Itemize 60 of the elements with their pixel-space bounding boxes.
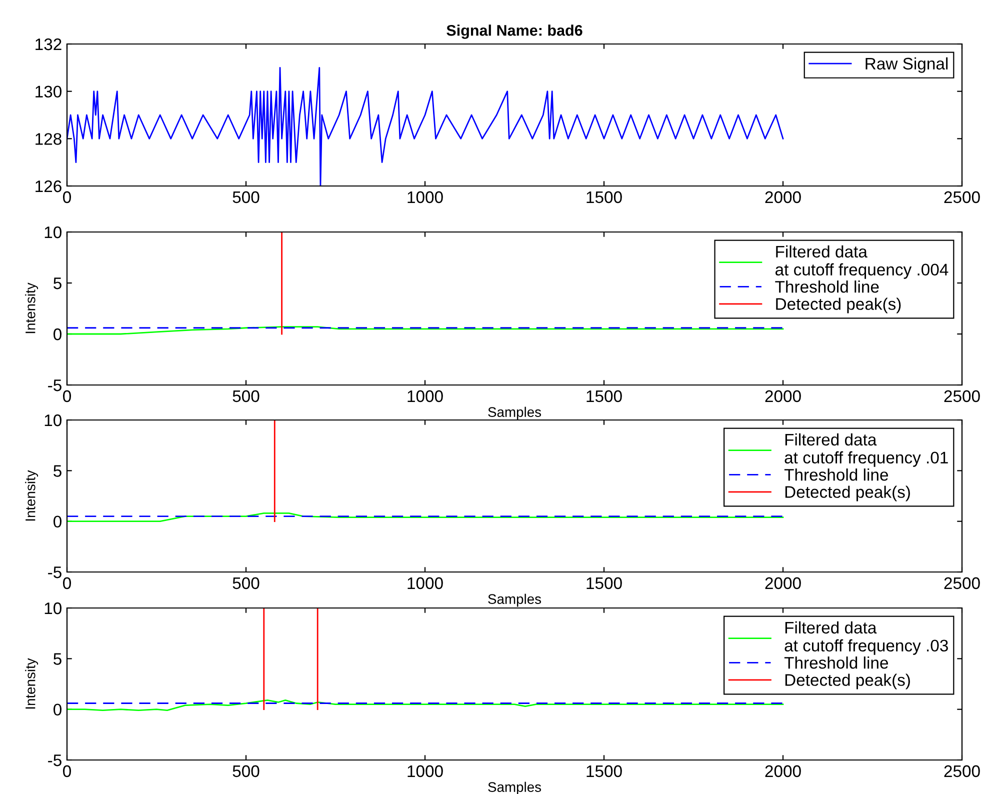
line-series: [67, 66, 784, 186]
x-tick-label: 1000: [408, 577, 443, 590]
x-tick-label: 500: [232, 390, 260, 402]
x-tick-label: 1500: [586, 577, 622, 590]
y-tick-label: 0: [54, 516, 62, 528]
chart-title: Signal Name: bad6: [446, 24, 582, 39]
x-tick-label: 0: [63, 191, 71, 204]
y-tick-label: 0: [54, 704, 62, 716]
y-tick-label: 5: [54, 653, 62, 665]
legend-label: Filtered data at cutoff frequency .004: [775, 245, 948, 279]
x-tick-label: 2500: [944, 577, 980, 590]
y-tick-label: 10: [44, 226, 62, 238]
legend-label: Filtered data at cutoff frequency .01: [784, 433, 948, 467]
x-tick-label: 500: [232, 765, 260, 778]
x-tick-label: 2000: [765, 765, 801, 778]
x-tick-label: 2000: [765, 191, 801, 204]
x-tick-label: 500: [232, 577, 260, 590]
legend-label: Detected peak(s): [776, 298, 901, 314]
y-axis-title: Intensity: [25, 282, 38, 334]
y-tick-label: 128: [36, 133, 62, 145]
y-tick-label: 5: [54, 465, 62, 477]
legend-label: Threshold line: [775, 280, 879, 293]
line-series: [67, 512, 784, 522]
x-tick-label: 0: [63, 577, 71, 590]
x-tick-label: 2500: [944, 390, 980, 402]
y-tick-label: -5: [48, 754, 62, 766]
x-axis-title: Samples: [488, 594, 542, 607]
legend-label: Raw Signal: [866, 57, 948, 73]
legend-label: Detected peak(s): [785, 674, 910, 690]
y-tick-label: 130: [36, 86, 62, 98]
y-tick-label: 10: [44, 602, 62, 614]
x-tick-label: 1000: [408, 390, 443, 402]
y-tick-label: 132: [36, 38, 62, 50]
y-tick-label: 0: [54, 328, 62, 340]
y-tick-label: -5: [48, 380, 62, 392]
x-tick-label: 1000: [408, 191, 443, 204]
x-tick-label: 500: [232, 191, 260, 204]
x-tick-label: 1500: [586, 765, 622, 778]
legend-label: Threshold line: [784, 468, 888, 481]
x-tick-label: 1500: [586, 191, 622, 204]
y-tick-label: 10: [44, 414, 62, 426]
legend-label: Threshold line: [784, 656, 888, 669]
x-tick-label: 2500: [944, 191, 980, 204]
x-tick-label: 2500: [944, 765, 980, 778]
x-tick-label: 2000: [765, 577, 801, 590]
x-tick-label: 1500: [586, 390, 622, 402]
x-axis-title: Samples: [488, 406, 542, 420]
x-tick-label: 0: [63, 765, 71, 778]
x-tick-label: 1000: [408, 765, 443, 778]
y-tick-label: 5: [54, 278, 62, 290]
y-axis-title: Intensity: [25, 470, 38, 521]
legend-label: Filtered data at cutoff frequency .03: [784, 621, 948, 655]
legend-label: Detected peak(s): [785, 486, 910, 502]
x-tick-label: 0: [63, 390, 71, 402]
y-axis-title: Intensity: [25, 658, 38, 709]
line-series: [67, 326, 784, 335]
line-series: [67, 700, 784, 712]
y-tick-label: -5: [48, 566, 62, 578]
y-tick-label: 126: [36, 180, 62, 192]
x-tick-label: 2000: [765, 390, 801, 402]
